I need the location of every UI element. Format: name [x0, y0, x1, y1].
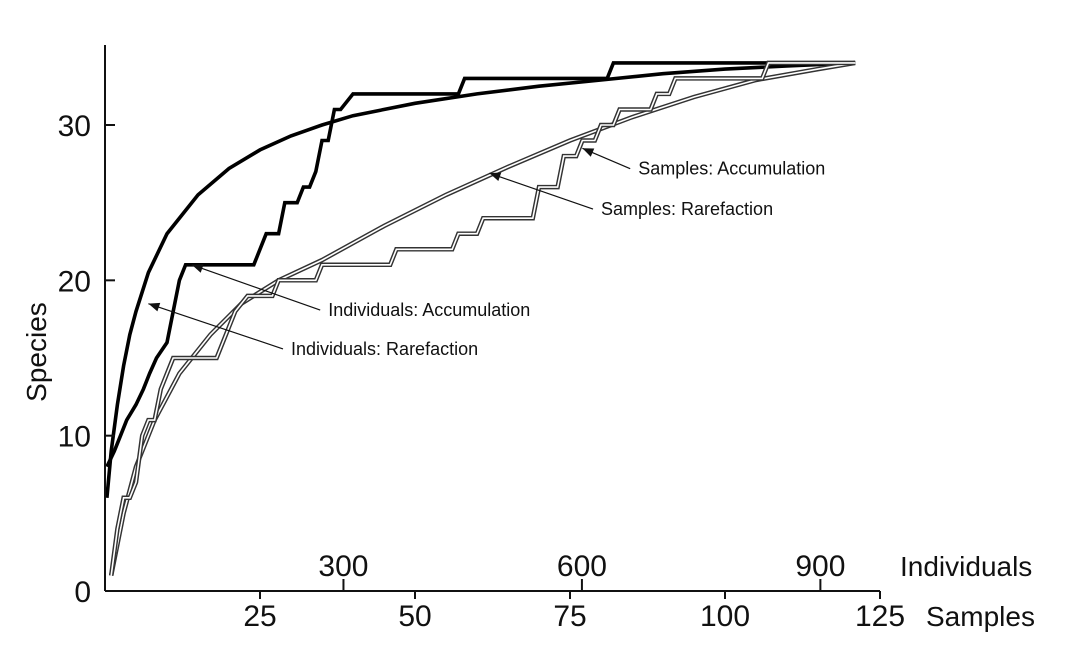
series-layer [105, 60, 856, 576]
series-samples-rarefaction-line-inner [110, 62, 856, 576]
samples-tick-label-100: 100 [700, 600, 750, 633]
series-individuals-rarefaction-line [105, 61, 856, 498]
annotation-individuals-rarefaction-arrowhead [148, 302, 161, 312]
samples-axis-label: Samples [926, 601, 1035, 632]
series-samples-accumulation-line-inner [110, 62, 856, 576]
annotation-samples-rarefaction-arrowhead [489, 172, 502, 182]
annotation-individuals-rarefaction-arrow-line [148, 303, 284, 350]
annotation-samples-rarefaction-label: Samples: Rarefaction [601, 199, 773, 219]
y-tick-label-10: 10 [58, 421, 91, 454]
y-axis-label: Species [21, 302, 52, 402]
samples-tick-label-25: 25 [243, 600, 276, 633]
samples-tick-label-50: 50 [398, 600, 431, 633]
series-individuals-accumulation-line [105, 61, 856, 468]
individuals-tick-label-900: 900 [795, 550, 845, 583]
annotation-samples-accumulation-arrowhead [582, 148, 595, 157]
annotation-samples-rarefaction-arrow-line [489, 172, 594, 210]
axes-layer: 0 10 20 30 25 50 75 100 125 Samples 300 600 900 Indiv… [21, 45, 1035, 633]
individuals-axis-label: Individuals [900, 551, 1032, 582]
y-tick-label-0: 0 [74, 576, 91, 609]
individuals-tick-label-600: 600 [557, 550, 607, 583]
annotation-samples-accumulation-label: Samples: Accumulation [638, 159, 825, 179]
annotation-layer: Samples: Accumulation Samples: Rarefactio… [148, 147, 825, 359]
annotation-individuals-rarefaction-label: Individuals: Rarefaction [291, 339, 478, 359]
annotation-individuals-accumulation-label: Individuals: Accumulation [328, 300, 530, 320]
annotation-individuals-accumulation-arrow-line [191, 264, 321, 311]
samples-tick-label-75: 75 [553, 600, 586, 633]
y-tick-label-20: 20 [58, 265, 91, 298]
y-tick-label-30: 30 [58, 110, 91, 143]
samples-tick-label-125: 125 [855, 600, 905, 633]
annotation-individuals-accumulation-arrowhead [191, 264, 204, 273]
individuals-tick-label-300: 300 [318, 550, 368, 583]
